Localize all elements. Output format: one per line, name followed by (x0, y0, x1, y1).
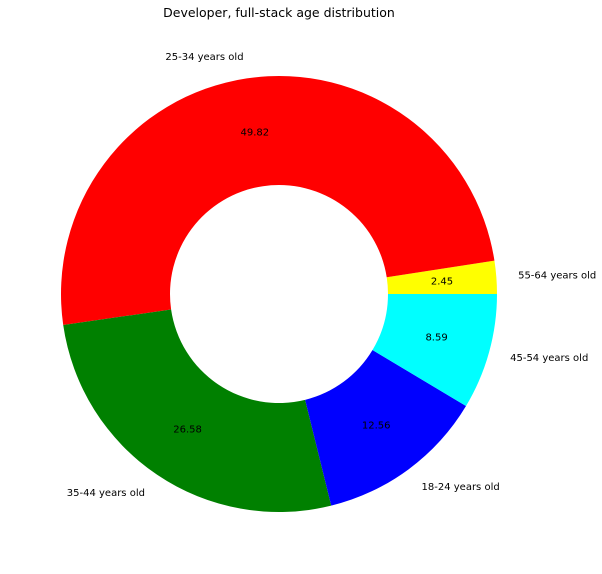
slice-label-45-54-years-old: 45-54 years old (510, 353, 588, 364)
slice-18-24-years-old (305, 350, 467, 506)
pct-label-55-64-years-old: 2.45 (431, 276, 453, 287)
slice-labels: 55-64 years old 2.45 25-34 years old 49.82 3… (67, 52, 597, 499)
pct-label-45-54-years-old: 8.59 (425, 333, 447, 344)
slice-label-25-34-years-old: 25-34 years old (165, 52, 243, 63)
slice-label-55-64-years-old: 55-64 years old (518, 271, 596, 282)
pct-label-25-34-years-old: 49.82 (241, 127, 270, 138)
slice-35-44-years-old (63, 309, 332, 512)
slice-label-18-24-years-old: 18-24 years old (422, 482, 500, 493)
slice-label-35-44-years-old: 35-44 years old (67, 488, 145, 499)
pct-label-35-44-years-old: 26.58 (173, 425, 202, 436)
slice-25-34-years-old (61, 76, 495, 325)
pct-label-18-24-years-old: 12.56 (362, 420, 391, 431)
slice-55-64-years-old (386, 260, 497, 294)
donut-slices (61, 76, 497, 512)
slice-45-54-years-old (372, 294, 497, 407)
chart-title: Developer, full-stack age distribution (163, 5, 395, 20)
